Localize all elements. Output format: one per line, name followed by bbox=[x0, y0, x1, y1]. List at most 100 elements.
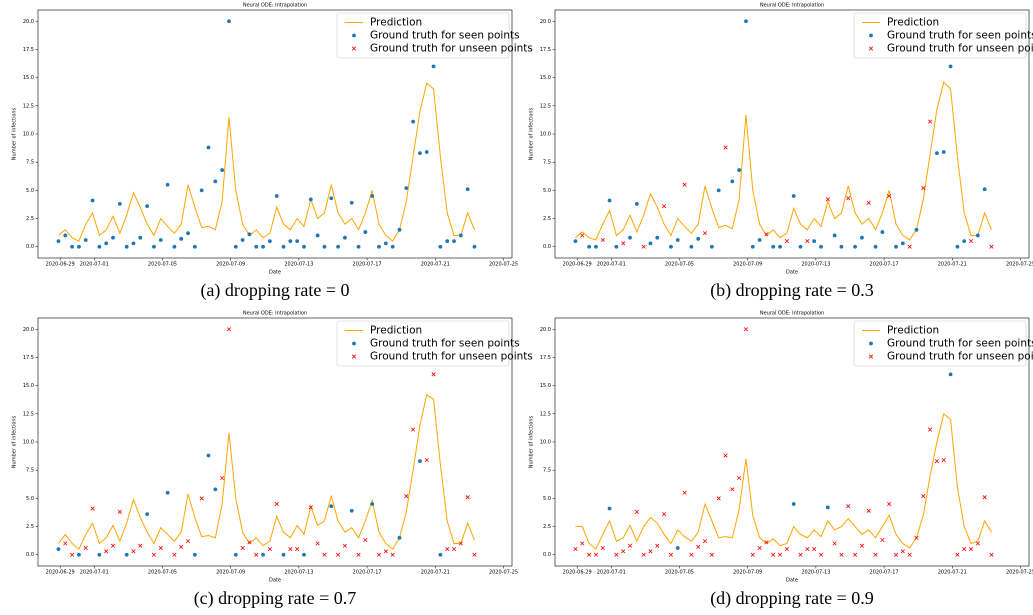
seen-point bbox=[675, 238, 680, 242]
seen-point bbox=[628, 235, 632, 240]
seen-point bbox=[165, 490, 170, 495]
x-tick-label: 2020-06-29 bbox=[46, 262, 75, 268]
unseen-point bbox=[315, 541, 320, 546]
seen-point bbox=[390, 244, 395, 249]
seen-point bbox=[757, 238, 762, 242]
x-tick-label: 2020-07-01 bbox=[597, 262, 626, 268]
legend-dot bbox=[352, 341, 356, 346]
seen-point bbox=[370, 502, 375, 506]
y-tick-label: 12.5 bbox=[540, 411, 551, 417]
legend-dot bbox=[352, 33, 356, 38]
y-tick-label: 2.5 bbox=[543, 216, 551, 222]
legend-label: Ground truth for seen points bbox=[370, 338, 520, 350]
seen-point bbox=[798, 244, 803, 249]
unseen-point bbox=[220, 475, 225, 481]
seen-point bbox=[90, 198, 95, 203]
unseen-point bbox=[641, 244, 646, 249]
x-axis-label: Date bbox=[269, 270, 281, 276]
unseen-point bbox=[600, 237, 605, 243]
unseen-point bbox=[431, 372, 436, 377]
unseen-point bbox=[458, 541, 463, 546]
unseen-point bbox=[887, 193, 892, 199]
seen-point bbox=[322, 244, 327, 249]
unseen-point bbox=[900, 549, 905, 554]
unseen-point bbox=[682, 490, 687, 495]
seen-point bbox=[962, 239, 967, 243]
seen-point bbox=[472, 244, 477, 249]
unseen-point bbox=[404, 494, 409, 499]
x-tick-label: 2020-07-09 bbox=[733, 570, 762, 576]
unseen-point bbox=[805, 239, 810, 244]
y-tick-label: 20.0 bbox=[23, 327, 34, 333]
unseen-point bbox=[818, 552, 824, 557]
chart-title: Neural ODE: Intrapolation bbox=[760, 311, 824, 317]
seen-point bbox=[607, 198, 612, 203]
x-tick-label: 2020-07-25 bbox=[489, 262, 518, 268]
unseen-point bbox=[587, 552, 592, 557]
y-tick-label: 0.0 bbox=[26, 552, 34, 558]
seen-point bbox=[750, 244, 755, 249]
x-tick-label: 2020-07-09 bbox=[216, 570, 245, 576]
x-axis-label: Date bbox=[786, 578, 798, 584]
unseen-point bbox=[907, 552, 912, 557]
unseen-point bbox=[254, 552, 259, 557]
unseen-point bbox=[288, 547, 293, 552]
unseen-point bbox=[614, 552, 619, 557]
seen-point bbox=[329, 196, 334, 201]
unseen-point bbox=[764, 540, 769, 545]
y-tick-label: 7.5 bbox=[26, 468, 34, 474]
y-tick-label: 20.0 bbox=[23, 19, 34, 25]
seen-point bbox=[880, 230, 885, 234]
unseen-point bbox=[247, 540, 252, 545]
unseen-point bbox=[907, 244, 912, 249]
seen-point bbox=[914, 227, 919, 232]
unseen-point bbox=[928, 427, 933, 432]
seen-point bbox=[948, 372, 953, 377]
unseen-point bbox=[179, 544, 184, 549]
seen-point bbox=[117, 201, 122, 206]
unseen-point bbox=[342, 543, 347, 548]
seen-point bbox=[97, 552, 102, 557]
x-tick-label: 2020-07-09 bbox=[216, 262, 245, 268]
seen-point bbox=[819, 244, 823, 249]
x-tick-label: 2020-07-21 bbox=[938, 262, 967, 268]
unseen-point bbox=[151, 552, 157, 557]
seen-point bbox=[689, 244, 694, 249]
unseen-point bbox=[968, 239, 974, 244]
legend-label: Ground truth for seen points bbox=[887, 338, 1033, 350]
unseen-point bbox=[648, 549, 653, 554]
x-axis-label: Date bbox=[786, 270, 798, 276]
x-tick-label: 2020-07-21 bbox=[421, 570, 450, 576]
unseen-point bbox=[866, 200, 871, 205]
seen-point bbox=[935, 151, 939, 156]
x-tick-label: 2020-06-29 bbox=[563, 570, 592, 576]
y-tick-label: 12.5 bbox=[23, 411, 34, 417]
y-tick-label: 15.0 bbox=[540, 75, 551, 81]
seen-point bbox=[247, 232, 252, 237]
seen-point bbox=[288, 239, 293, 243]
unseen-point bbox=[621, 241, 626, 246]
y-tick-label: 17.5 bbox=[23, 355, 34, 361]
seen-point bbox=[261, 244, 265, 249]
y-tick-label: 0.0 bbox=[543, 244, 551, 250]
y-tick-label: 17.5 bbox=[540, 355, 551, 361]
x-tick-label: 2020-07-09 bbox=[733, 262, 762, 268]
panel: Neural ODE: Intrapolation Date Number of i… bbox=[12, 311, 533, 610]
legend-label: Prediction bbox=[370, 325, 422, 337]
y-tick-label: 5.0 bbox=[543, 188, 551, 194]
y-tick-label: 12.5 bbox=[540, 103, 551, 109]
seen-point bbox=[206, 453, 211, 458]
unseen-point bbox=[267, 547, 272, 552]
x-tick-label: 2020-07-17 bbox=[870, 262, 899, 268]
seen-point bbox=[648, 241, 653, 246]
unseen-point bbox=[662, 204, 667, 209]
caption: (b) dropping rate = 0.3 bbox=[710, 280, 874, 301]
legend-cross bbox=[351, 46, 357, 51]
x-tick-label: 2020-07-01 bbox=[80, 262, 109, 268]
seen-point bbox=[192, 244, 197, 249]
unseen-point bbox=[580, 233, 585, 238]
unseen-point bbox=[274, 501, 279, 507]
seen-point bbox=[737, 168, 742, 172]
unseen-point bbox=[784, 547, 789, 552]
